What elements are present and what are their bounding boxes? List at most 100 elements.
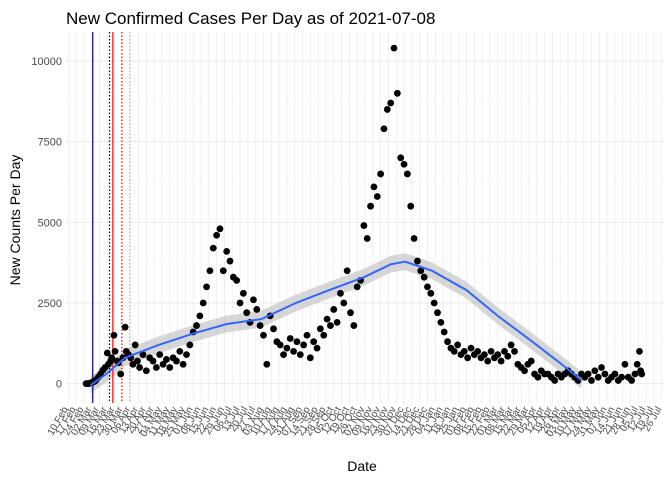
data-point bbox=[159, 360, 167, 368]
y-tick-label: 0 bbox=[56, 379, 62, 391]
data-point bbox=[280, 351, 287, 359]
data-point bbox=[383, 106, 391, 113]
data-point bbox=[313, 344, 321, 352]
data-point bbox=[136, 364, 144, 371]
data-point bbox=[199, 299, 207, 307]
data-point bbox=[373, 193, 381, 200]
data-point bbox=[534, 373, 542, 381]
data-point bbox=[183, 351, 190, 359]
y-axis-ticks: 0 2500 5000 7500 10000 bbox=[31, 56, 62, 391]
data-point bbox=[103, 349, 111, 357]
data-point bbox=[527, 357, 535, 365]
data-point bbox=[330, 306, 338, 313]
data-point bbox=[233, 277, 241, 284]
data-point bbox=[263, 360, 271, 368]
data-point bbox=[480, 351, 488, 359]
data-point bbox=[223, 247, 231, 255]
data-point bbox=[290, 347, 297, 355]
data-point bbox=[296, 351, 304, 359]
data-point bbox=[226, 257, 234, 265]
data-point bbox=[250, 296, 257, 304]
data-point bbox=[414, 257, 421, 265]
data-point bbox=[584, 370, 592, 378]
data-point bbox=[216, 225, 224, 233]
data-point bbox=[121, 323, 129, 331]
data-point bbox=[598, 364, 605, 371]
data-point bbox=[142, 367, 150, 375]
data-point bbox=[464, 354, 472, 362]
grid-layer bbox=[66, 32, 664, 403]
data-point bbox=[350, 322, 358, 329]
data-point bbox=[424, 283, 431, 291]
y-tick-label: 7500 bbox=[38, 137, 62, 149]
data-point bbox=[173, 357, 180, 365]
data-point bbox=[327, 322, 334, 329]
data-point bbox=[110, 331, 118, 339]
data-point bbox=[333, 318, 341, 326]
data-point bbox=[131, 341, 139, 349]
x-axis-title: Date bbox=[347, 458, 377, 474]
data-point bbox=[236, 299, 244, 307]
data-point bbox=[618, 373, 626, 381]
data-point bbox=[594, 373, 602, 381]
data-point bbox=[306, 354, 314, 362]
data-point bbox=[393, 89, 401, 97]
data-point bbox=[387, 99, 395, 107]
data-point bbox=[360, 222, 368, 229]
data-point bbox=[400, 160, 408, 168]
data-point bbox=[149, 357, 157, 365]
data-point bbox=[209, 244, 217, 252]
data-point bbox=[521, 367, 528, 375]
vline-layer bbox=[92, 32, 131, 403]
data-point bbox=[484, 357, 492, 365]
data-point bbox=[213, 231, 221, 239]
y-tick-label: 5000 bbox=[38, 217, 62, 229]
data-point bbox=[437, 318, 445, 326]
data-point bbox=[239, 289, 247, 297]
data-point bbox=[347, 309, 354, 317]
data-point bbox=[111, 347, 119, 355]
data-point bbox=[253, 306, 261, 313]
smooth-trend-line bbox=[89, 260, 583, 387]
data-point bbox=[621, 360, 629, 368]
data-point bbox=[444, 338, 451, 346]
data-point bbox=[270, 325, 277, 333]
data-point bbox=[511, 347, 518, 355]
data-point bbox=[611, 370, 619, 378]
data-point bbox=[300, 341, 308, 349]
data-point bbox=[631, 370, 639, 378]
data-point bbox=[283, 344, 291, 352]
data-point bbox=[316, 325, 324, 333]
data-point bbox=[340, 299, 348, 307]
data-point bbox=[286, 335, 294, 342]
y-axis-title: New Counts Per Day bbox=[7, 155, 23, 286]
data-point bbox=[260, 331, 267, 339]
data-point bbox=[380, 125, 388, 133]
data-point bbox=[601, 370, 609, 378]
data-point bbox=[403, 170, 411, 178]
data-point bbox=[474, 347, 482, 355]
data-point bbox=[427, 289, 435, 297]
data-point bbox=[303, 331, 311, 339]
data-point bbox=[310, 338, 318, 346]
data-point bbox=[203, 283, 210, 291]
data-point bbox=[407, 202, 415, 210]
smooth-layer bbox=[89, 260, 583, 387]
data-point bbox=[628, 377, 636, 384]
data-point bbox=[219, 267, 227, 275]
data-point bbox=[397, 154, 405, 162]
data-point bbox=[504, 352, 512, 360]
data-point bbox=[363, 235, 371, 242]
data-point bbox=[410, 235, 418, 242]
data-point bbox=[343, 267, 351, 275]
data-point bbox=[320, 331, 328, 339]
data-point bbox=[501, 347, 508, 355]
data-point bbox=[440, 328, 448, 336]
chart-title: New Confirmed Cases Per Day as of 2021-0… bbox=[66, 9, 435, 28]
y-tick-label: 2500 bbox=[38, 298, 62, 310]
data-point bbox=[293, 338, 301, 346]
data-point bbox=[434, 309, 441, 317]
data-point bbox=[636, 347, 643, 355]
